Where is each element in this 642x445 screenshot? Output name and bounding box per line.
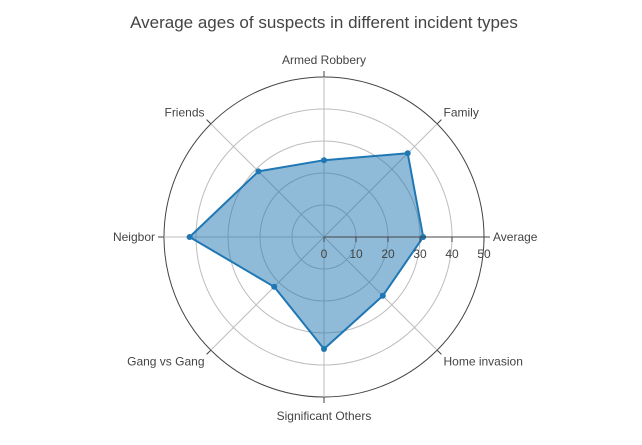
category-label: Family	[444, 106, 479, 120]
data-point-5	[271, 283, 278, 290]
chart-title: Average ages of suspects in different in…	[130, 13, 518, 32]
radial-axis-layer: 0 10 20 30 40 50	[321, 236, 491, 261]
category-label: Armed Robbery	[282, 53, 366, 67]
radial-tick-label-20: 20	[381, 247, 395, 261]
data-point-4	[186, 234, 193, 240]
category-label: Home invasion	[444, 355, 523, 369]
radial-tick-label-50: 50	[477, 247, 491, 261]
data-point-6	[321, 346, 327, 352]
radial-tick-label-0: 0	[321, 247, 328, 261]
category-label: Neigbor	[113, 230, 155, 244]
angular-tick-1	[436, 119, 442, 125]
category-label: Significant Others	[277, 409, 372, 423]
category-label: Friends	[164, 106, 204, 120]
angular-tick-7	[436, 349, 442, 355]
category-label: Average	[493, 230, 538, 244]
category-label-layer: Average Family Armed Robbery Friends Neigbor…	[113, 53, 538, 423]
data-point-7	[379, 292, 386, 299]
radial-tick-label-40: 40	[445, 247, 459, 261]
data-point-3	[255, 168, 262, 175]
radial-tick-label-10: 10	[349, 247, 363, 261]
data-point-1	[404, 150, 411, 157]
radial-tick-label-30: 30	[413, 247, 427, 261]
angular-tick-5	[206, 349, 212, 355]
data-point-2	[321, 157, 327, 164]
angular-tick-3	[206, 119, 212, 125]
data-area-layer	[186, 150, 427, 352]
category-label: Gang vs Gang	[127, 355, 204, 369]
